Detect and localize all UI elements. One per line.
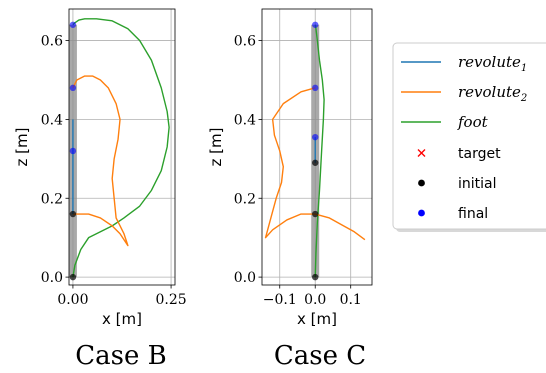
plot-area (264, 21, 366, 281)
y-tick-label-0: 0.0 (234, 270, 256, 286)
y-tick-label-0: 0.0 (41, 270, 63, 286)
plot-case-b: 0.00 0.25 0.0 0.2 0.4 0.6 x [m] z [m] Case B (13, 8, 187, 371)
x-axis-label: x [m] (102, 310, 142, 328)
axes-frame (261, 8, 373, 286)
initial-point-2 (312, 159, 319, 166)
y-tick-label-3: 0.6 (234, 34, 256, 50)
legend-label-initial: initial (458, 176, 497, 192)
series-revolute2 (264, 87, 366, 241)
legend-swatch-target (417, 149, 426, 157)
series-foot (72, 18, 170, 278)
legend-label-target: target (458, 146, 501, 162)
y-tick-label-1: 0.2 (234, 191, 256, 207)
series-foot (314, 24, 325, 278)
final-point-0 (69, 147, 77, 155)
y-tick-label-2: 0.4 (234, 112, 256, 128)
final-point-1 (312, 84, 319, 92)
initial-point-0 (69, 273, 77, 281)
series-revolute2 (72, 75, 129, 247)
legend-swatch-final (418, 209, 425, 217)
x-tick-label-0: −0.1 (263, 292, 297, 308)
legend-label-revolute1: revolute1 (458, 53, 527, 74)
initial-point-1 (312, 210, 319, 218)
final-point-1 (69, 84, 77, 92)
plot-case-c: −0.1 0.0 0.1 0.0 0.2 0.4 0.6 x [m] z [m] Case C (207, 8, 373, 371)
axes-frame (68, 8, 176, 286)
x-axis-label: x [m] (297, 310, 337, 328)
plot-caption: Case C (274, 341, 366, 371)
legend-label-foot: foot (457, 113, 489, 131)
final-point-2 (312, 21, 319, 28)
legend-swatch-initial (418, 179, 425, 187)
y-tick-label-1: 0.2 (41, 191, 63, 207)
x-tick-label-1: 0.25 (155, 292, 186, 308)
y-axis-label: z [m] (13, 128, 31, 167)
legend-label-final: final (458, 206, 488, 222)
legend: revolute1 revolute2 foot target initial final (392, 42, 546, 232)
final-point-0 (312, 133, 319, 141)
plot-caption: Case B (75, 341, 167, 371)
initial-point-1 (69, 210, 77, 218)
legend-box (392, 42, 546, 230)
final-point-2 (69, 21, 77, 28)
x-tick-label-1: 0.0 (304, 292, 326, 308)
initial-point-0 (312, 273, 319, 281)
legend-label-revolute2: revolute2 (458, 83, 527, 104)
y-axis-label: z [m] (207, 128, 225, 167)
y-tick-label-2: 0.4 (41, 112, 63, 128)
x-tick-label-0: 0.00 (57, 292, 88, 308)
y-tick-label-3: 0.6 (41, 34, 63, 50)
plot-area (69, 18, 170, 281)
x-tick-label-2: 0.1 (340, 292, 362, 308)
